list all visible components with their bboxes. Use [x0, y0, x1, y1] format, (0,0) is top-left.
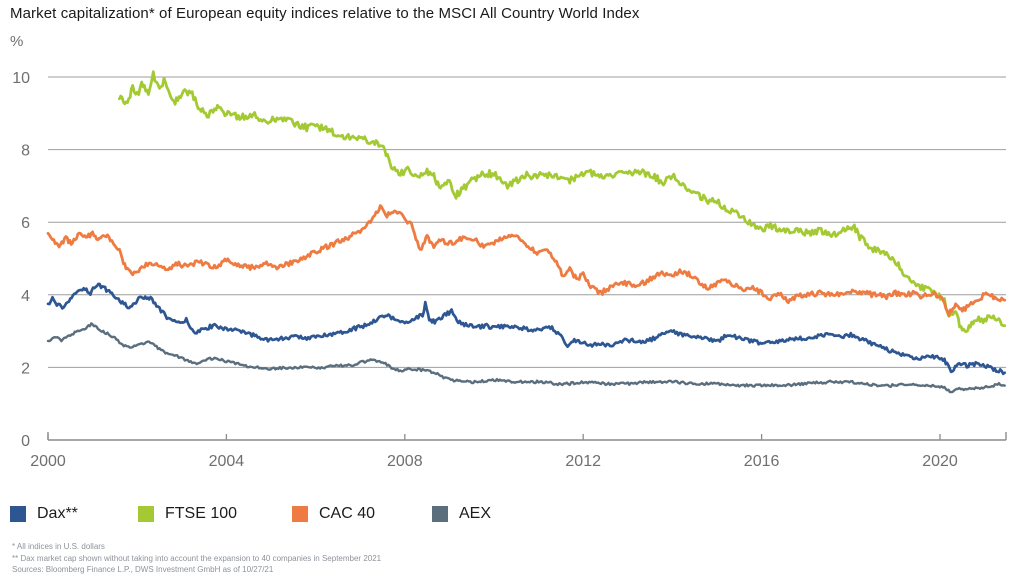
- ftse100-color-swatch: [138, 506, 154, 522]
- chart-footnotes: * All indices in U.S. dollars ** Dax mar…: [12, 541, 381, 576]
- footnote-sources: Sources: Bloomberg Finance L.P., DWS Inv…: [12, 565, 274, 574]
- dax-color-swatch: [10, 506, 26, 522]
- x-tick-label-2008: 2008: [387, 453, 423, 470]
- legend-label-aex: AEX: [459, 505, 492, 522]
- y-tick-label-4: 4: [21, 288, 30, 305]
- legend-item-dax: Dax**: [10, 505, 78, 523]
- series-line-aex: [46, 322, 1006, 394]
- footnote-indices-currency: * All indices in U.S. dollars: [12, 542, 105, 551]
- footnote-dax-market-cap: ** Dax market cap shown without taking i…: [12, 553, 382, 563]
- y-tick-label-2: 2: [21, 360, 30, 377]
- x-tick-label-2016: 2016: [744, 453, 780, 470]
- x-tick-label-2004: 2004: [209, 453, 245, 470]
- legend-label-dax: Dax**: [37, 505, 78, 522]
- cac40-color-swatch: [292, 506, 308, 522]
- series-line-dax: [46, 282, 1007, 376]
- legend-item-ftse100: FTSE 100: [138, 505, 237, 523]
- legend-item-cac40: CAC 40: [292, 505, 375, 523]
- legend-label-ftse100: FTSE 100: [165, 505, 238, 522]
- series-line-ftse-100: [118, 70, 1007, 334]
- aex-color-swatch: [432, 506, 448, 522]
- y-tick-label-8: 8: [21, 143, 30, 160]
- series-line-cac-40: [46, 204, 1007, 317]
- x-tick-label-2000: 2000: [30, 453, 66, 470]
- legend-label-cac40: CAC 40: [319, 505, 376, 522]
- y-tick-label-6: 6: [21, 215, 30, 232]
- y-axis-unit-label: %: [10, 33, 24, 50]
- x-tick-label-2020: 2020: [922, 453, 958, 470]
- legend-item-aex: AEX: [432, 505, 491, 523]
- chart-title: Market capitalization* of European equit…: [10, 5, 640, 22]
- x-tick-label-2012: 2012: [565, 453, 601, 470]
- y-tick-label-10: 10: [12, 70, 30, 87]
- chart-legend: Dax** FTSE 100 CAC 40 AEX: [10, 505, 1010, 527]
- y-tick-label-0: 0: [21, 433, 30, 450]
